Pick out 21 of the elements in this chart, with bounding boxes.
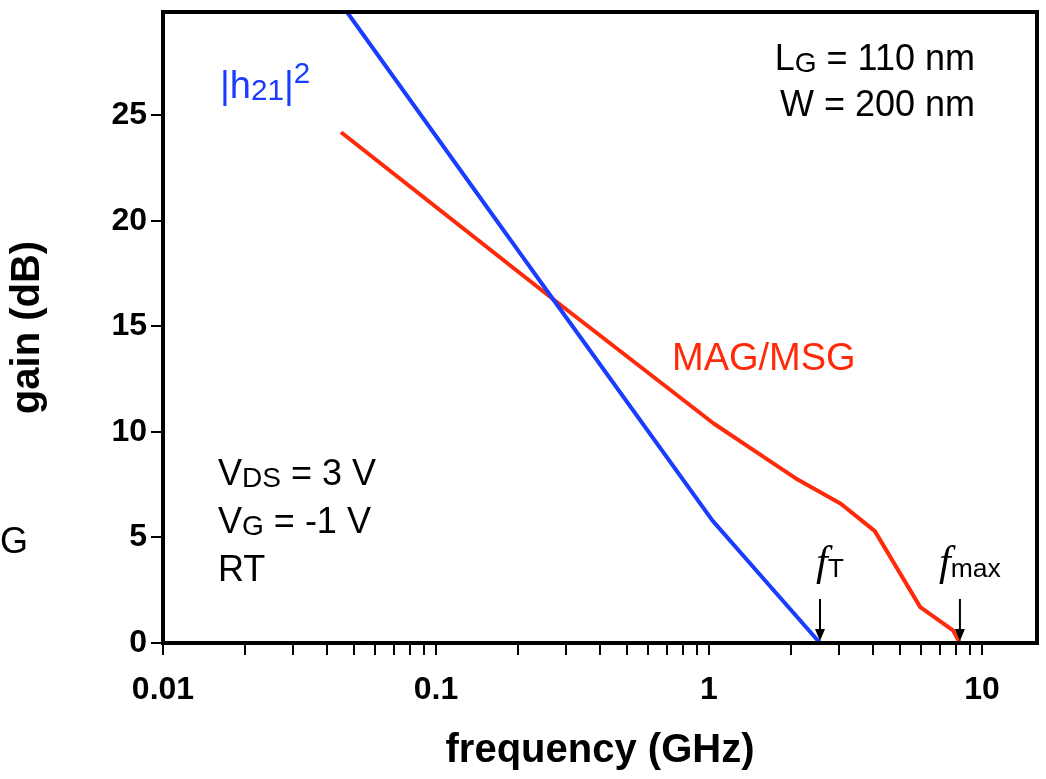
y-tick-label: 10 — [111, 411, 147, 448]
x-tick-label: 0.1 — [413, 670, 459, 707]
annotation: RT — [218, 548, 266, 589]
x-tick-label: 10 — [964, 670, 1000, 707]
annotation: LG = 110 nm — [774, 37, 976, 78]
text: G — [0, 520, 29, 561]
series-label: MAG/MSG — [672, 336, 856, 378]
annotation: W = 200 nm — [779, 83, 976, 124]
annotation: fmax — [938, 537, 1001, 584]
y-tick-label: 5 — [129, 517, 147, 554]
y-tick-label: 0 — [129, 622, 147, 659]
annotation: fT — [816, 537, 845, 584]
x-tick-label: 0.01 — [131, 670, 195, 707]
y-axis-title: gain (dB) — [3, 240, 48, 415]
x-axis-title: frequency (GHz) — [445, 726, 755, 771]
y-tick-label: 20 — [111, 200, 147, 237]
x-tick-label: 1 — [700, 670, 718, 707]
annotation: VG = -1 V — [218, 500, 371, 541]
y-tick-label: 15 — [111, 306, 147, 343]
y-tick-label: 25 — [111, 95, 147, 132]
annotation: VDS = 3 V — [218, 452, 377, 493]
